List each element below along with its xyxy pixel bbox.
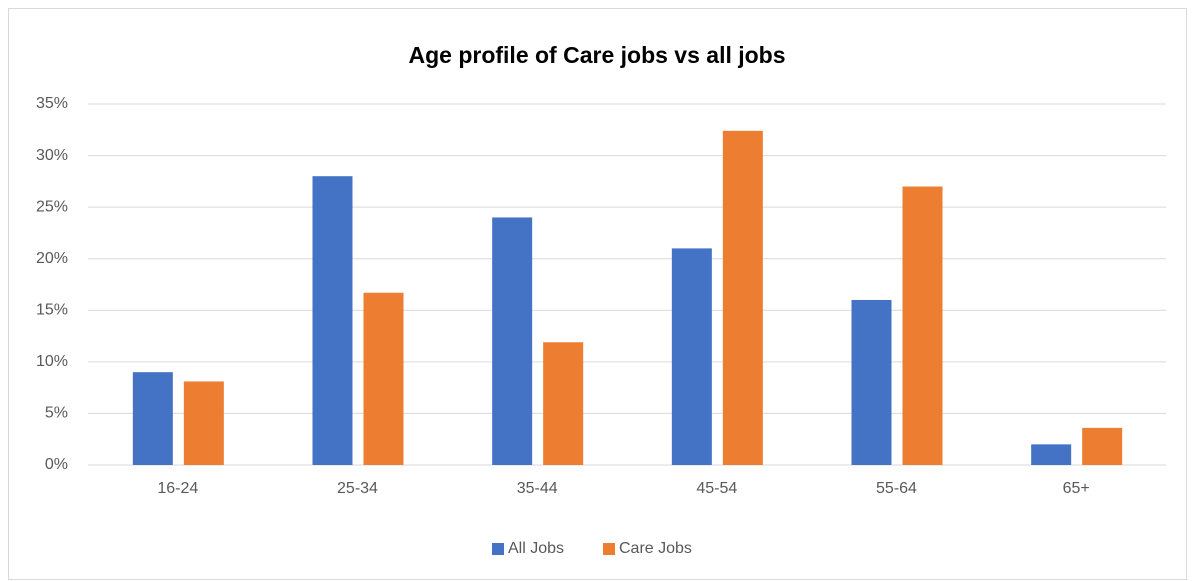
x-tick-label: 45-54 <box>696 480 737 497</box>
y-tick-label: 35% <box>36 95 68 112</box>
y-tick-label: 15% <box>36 302 68 319</box>
y-tick-label: 10% <box>36 353 68 370</box>
y-tick-label: 30% <box>36 147 68 164</box>
chart-title: Age profile of Care jobs vs all jobs <box>408 42 785 68</box>
bar <box>492 217 533 465</box>
bar <box>722 130 763 465</box>
x-tick-label: 65+ <box>1063 480 1090 497</box>
bar <box>132 372 173 465</box>
legend-swatch <box>492 543 504 555</box>
bar <box>671 248 712 465</box>
legend-label: All Jobs <box>508 540 564 557</box>
y-tick-label: 0% <box>45 456 68 473</box>
y-tick-label: 5% <box>45 405 68 422</box>
bar <box>183 381 224 465</box>
bar <box>312 176 353 465</box>
bar <box>363 292 404 465</box>
y-tick-label: 25% <box>36 198 68 215</box>
legend-label: Care Jobs <box>619 540 692 557</box>
y-tick-label: 20% <box>36 250 68 267</box>
x-tick-label: 35-44 <box>517 480 558 497</box>
x-tick-label: 16-24 <box>157 480 198 497</box>
x-tick-label: 25-34 <box>337 480 378 497</box>
bar <box>1031 444 1072 465</box>
bar <box>851 299 892 465</box>
x-tick-label: 55-64 <box>876 480 917 497</box>
bar <box>1082 427 1123 465</box>
bar <box>543 342 584 465</box>
legend-swatch <box>603 543 615 555</box>
bar <box>902 186 943 465</box>
